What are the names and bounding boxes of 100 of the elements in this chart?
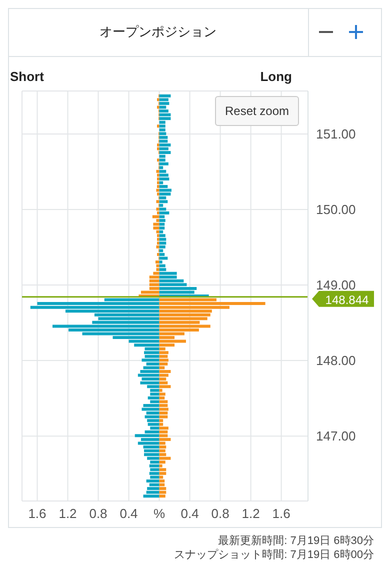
bar [149,483,160,486]
y-tick-label: 148.00 [316,353,356,368]
bar [146,490,160,494]
bar [159,408,168,411]
bar [149,283,160,286]
bar [159,102,170,105]
bar [159,483,165,486]
bar [159,218,166,222]
bar [142,378,160,381]
x-tick-label: 0.8 [211,506,230,522]
bar [156,106,160,109]
bar [159,151,171,154]
bar [140,370,160,373]
bar [159,392,166,396]
bar [159,264,166,268]
bar [159,234,166,238]
bar [156,98,160,102]
bar [159,188,172,192]
bar [159,140,168,143]
bar [159,128,166,132]
bar [156,252,160,256]
text: Short [10,69,44,84]
y-tick-label: 149.00 [316,278,356,293]
bar [156,147,160,150]
x-tick-label: 1.2 [58,506,77,522]
bar [144,449,160,452]
bar [159,124,166,128]
bar [156,264,160,268]
bar [159,252,165,256]
bar [159,381,168,384]
bar [159,98,168,102]
text: Long [260,69,292,84]
bar [144,354,160,358]
bar [159,370,171,373]
bar [159,400,168,404]
text: 最新更新時間: 7月19日 6時30分 [217,534,374,548]
x-tick-label: 0.4 [120,506,138,522]
bar [159,208,166,211]
bar [159,162,168,166]
bar [148,396,160,400]
bar [159,192,171,196]
y-tick-label: 151.00 [316,126,356,142]
bar [159,404,168,407]
bar [159,354,168,358]
bar [159,196,166,200]
bar [159,249,164,252]
bar [153,226,160,230]
bar [153,272,160,275]
bar [138,442,160,445]
bar [159,302,266,306]
bar [159,106,166,109]
bar [147,487,160,490]
bar [159,378,166,381]
bar [159,362,168,366]
bar [144,415,160,418]
bar [159,351,168,354]
ref-line-label: 148.844 [325,292,370,307]
bar [156,185,160,188]
bar [159,449,166,452]
bar [159,94,171,98]
bar [159,147,168,150]
chart-title: オープンポジション [8,8,309,57]
bar [159,468,166,472]
bar [159,200,168,204]
bar [159,256,168,260]
bar [156,174,160,177]
bar [152,215,160,218]
bar [159,487,166,490]
bar [149,472,160,475]
bar [156,230,160,234]
bar [159,415,168,418]
bar [143,366,160,370]
bar [159,374,168,377]
reset-zoom-button: Reset zoom [215,96,299,126]
bar [140,290,160,294]
bar [156,188,160,192]
bar [144,351,160,354]
bar [159,286,197,290]
bar [159,494,166,498]
bar [159,479,165,482]
bar [149,464,160,468]
bar [148,422,160,426]
bar [159,472,166,475]
bar [159,396,165,400]
bar [159,132,166,136]
bar [138,374,160,377]
bar [159,143,171,146]
bar [155,260,160,264]
x-tick-label: 1.6 [272,506,290,522]
bar [159,419,164,422]
bar [150,388,160,392]
bar [156,177,160,180]
x-tick-label: 1.6 [28,506,46,522]
bar [159,230,164,234]
x-tick-label: % [154,506,166,522]
bar [149,276,160,279]
bar [159,174,168,177]
bar [156,208,160,211]
bar [159,170,166,173]
bar [159,438,171,441]
